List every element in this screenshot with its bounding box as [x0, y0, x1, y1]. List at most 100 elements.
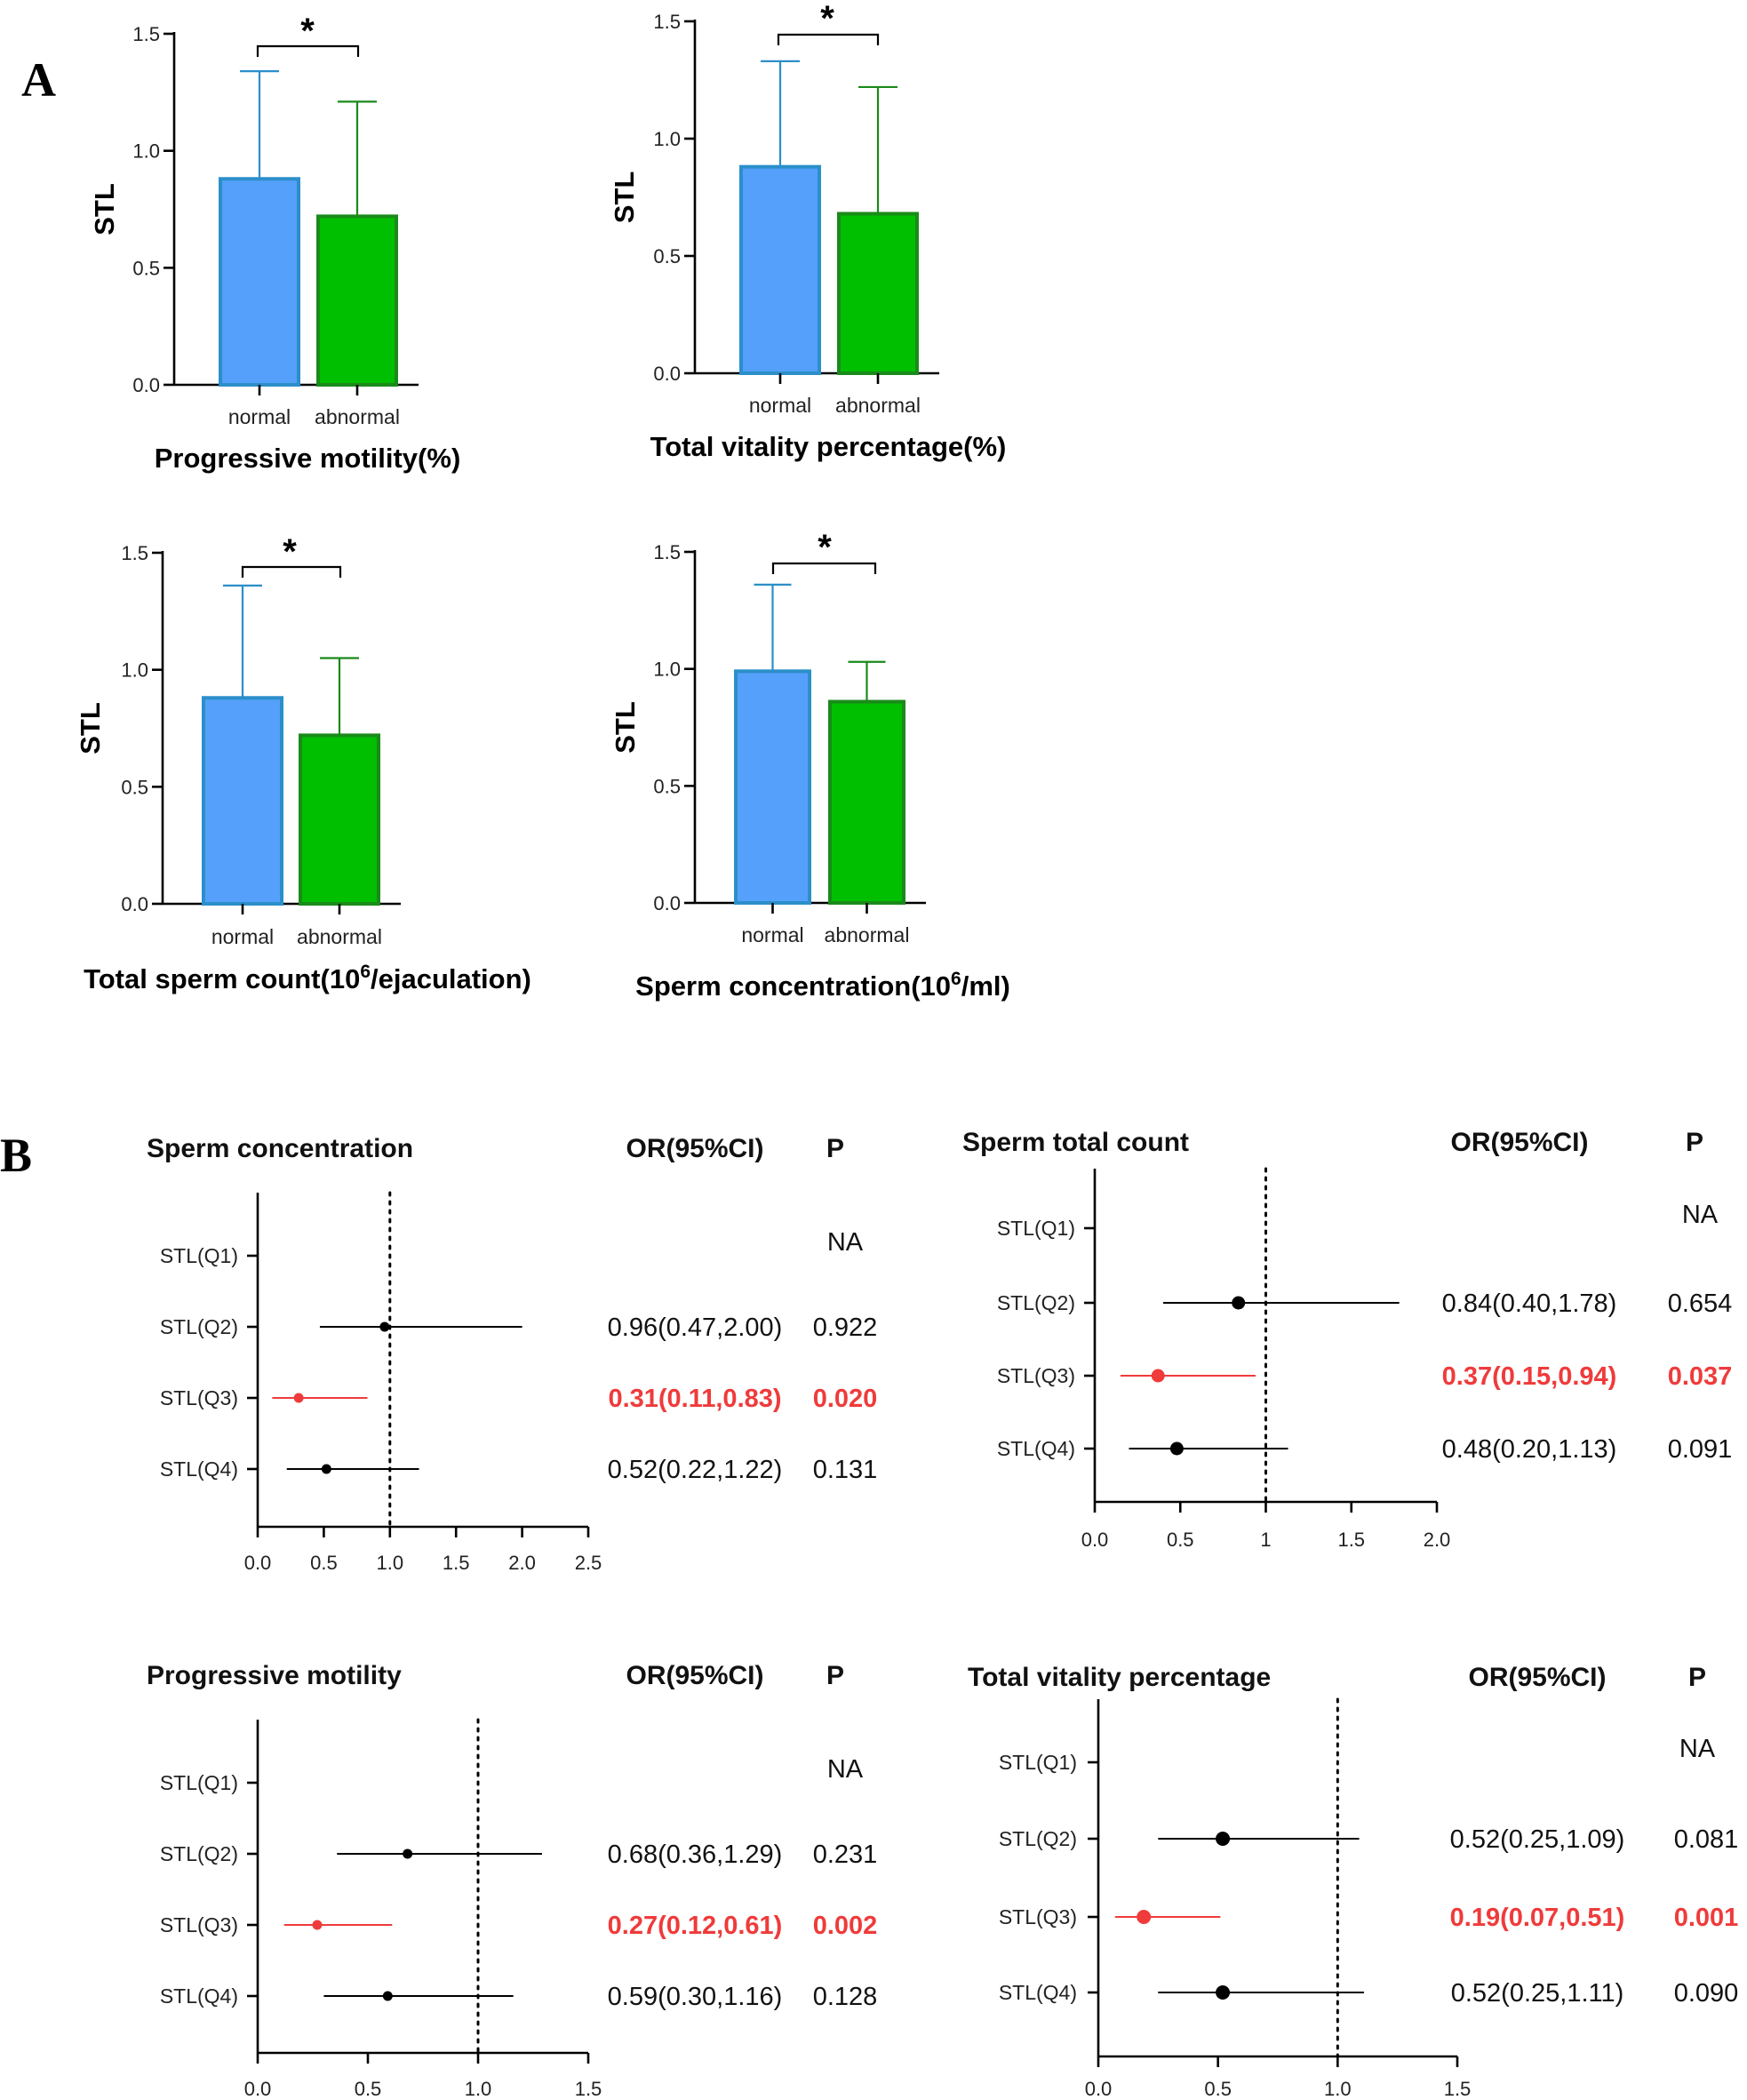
- x-tick-label: 0.5: [1204, 2078, 1232, 2100]
- y-tick-label: 0.0: [132, 374, 160, 396]
- p-value: NA: [827, 1228, 864, 1257]
- or-column-header: OR(95%CI): [1468, 1663, 1606, 1692]
- bar-abnormal: [837, 212, 919, 375]
- y-tick-label: 1.0: [653, 659, 681, 681]
- y-tick-label: 0.5: [653, 775, 681, 797]
- or-point: [321, 1464, 331, 1474]
- x-tick-label: 2.0: [508, 1552, 536, 1574]
- or-column-header: OR(95%CI): [1450, 1128, 1588, 1157]
- bar-abnormal: [299, 733, 380, 906]
- y-tick-label: 1.5: [132, 23, 160, 45]
- y-axis-label: STL: [89, 183, 120, 236]
- or-point: [1169, 1441, 1184, 1456]
- or-value: 0.27(0.12,0.61): [608, 1912, 783, 1940]
- y-axis-label: STL: [75, 702, 106, 755]
- x-tick-label: 1.5: [575, 2078, 602, 2100]
- y-tick-label: 1.5: [653, 541, 681, 563]
- row-label: STL(Q1): [997, 1217, 1075, 1240]
- bar-chart-2: 0.0 0.5 1.0 1.5 normal abnormal * STL Total vita…: [609, 0, 1006, 462]
- chart-title-tail: /ejaculation): [371, 963, 531, 994]
- significance-bracket: [771, 562, 877, 574]
- significance-star: *: [818, 528, 832, 567]
- bar-normal: [739, 164, 821, 375]
- chart-title-tail: /ml): [961, 970, 1010, 1002]
- or-value: 0.52(0.25,1.11): [1451, 1979, 1624, 2008]
- p-value: 0.654: [1668, 1290, 1733, 1318]
- p-value: NA: [827, 1755, 864, 1784]
- x-tick-label: 0.0: [244, 2078, 272, 2100]
- p-column-header: P: [826, 1661, 844, 1690]
- row-label: STL(Q1): [160, 1244, 238, 1267]
- or-value: 0.52(0.25,1.09): [1450, 1825, 1625, 1854]
- p-value: 0.091: [1668, 1435, 1733, 1464]
- or-value: 0.48(0.20,1.13): [1442, 1435, 1617, 1464]
- x-tick-label: 0.5: [1167, 1529, 1194, 1551]
- or-point: [1151, 1369, 1165, 1383]
- forest-title: Total vitality percentage: [968, 1663, 1271, 1692]
- p-column-header: P: [826, 1134, 844, 1163]
- row-label: STL(Q4): [160, 1984, 238, 2008]
- y-tick-label: 1.5: [121, 542, 148, 564]
- bar-chart-4: 0.0 0.5 1.0 1.5 normal abnormal * STL Sperm conc…: [610, 528, 1010, 1002]
- x-tick-label: 2.0: [1424, 1529, 1451, 1551]
- p-value: 0.231: [813, 1840, 878, 1869]
- y-tick-label: 0.0: [653, 363, 681, 385]
- or-value: 0.68(0.36,1.29): [608, 1840, 783, 1869]
- p-value: 0.001: [1674, 1904, 1739, 1932]
- x-tick-label: 0.5: [355, 2078, 382, 2100]
- y-axis-label: STL: [610, 701, 641, 754]
- x-tick-label: 1.5: [1337, 1529, 1365, 1551]
- p-value: 0.020: [813, 1385, 878, 1413]
- p-value: 0.090: [1674, 1979, 1739, 2008]
- row-label: STL(Q3): [997, 1364, 1075, 1387]
- bar-abnormal: [828, 699, 905, 905]
- x-tick-label: 1.0: [465, 2078, 492, 2100]
- x-tick-label: 0.5: [310, 1552, 338, 1574]
- row-label: STL(Q4): [997, 1437, 1075, 1460]
- p-value: NA: [1682, 1201, 1719, 1229]
- p-value: 0.037: [1668, 1362, 1733, 1391]
- or-point: [293, 1393, 304, 1403]
- x-tick-label: 1.5: [443, 1552, 470, 1574]
- y-tick-label: 0.0: [121, 893, 148, 915]
- y-tick-label: 1.0: [653, 128, 681, 150]
- chart-title: Total vitality percentage(%): [650, 431, 1007, 462]
- chart-title: Progressive motility(%): [155, 443, 461, 474]
- bar-normal: [202, 696, 283, 906]
- row-label: STL(Q2): [160, 1842, 238, 1865]
- category-label-normal: normal: [741, 923, 803, 946]
- or-value: 0.96(0.47,2.00): [608, 1313, 783, 1342]
- chart-title-main: Total sperm count(10: [84, 963, 360, 994]
- x-tick-label: 0.0: [1081, 1529, 1109, 1551]
- panel-label-b: B: [0, 1129, 32, 1182]
- p-value: 0.131: [813, 1456, 878, 1484]
- bar-normal: [219, 177, 300, 387]
- y-tick-label: 0.5: [132, 257, 160, 279]
- or-point: [1137, 1910, 1152, 1924]
- significance-bracket: [777, 33, 880, 45]
- row-label: STL(Q2): [997, 1291, 1075, 1314]
- forest-plot-1: 0.0 0.5 1.0 1.5 2.0 2.5 Sperm concentration OR(…: [147, 1134, 877, 1574]
- or-value: 0.37(0.15,0.94): [1442, 1362, 1617, 1391]
- significance-bracket: [256, 44, 360, 57]
- p-value: NA: [1679, 1735, 1716, 1763]
- chart-title-superscript: 6: [951, 969, 961, 989]
- chart-title-main: Progressive motility(%): [155, 443, 461, 474]
- y-tick-label: 1.0: [132, 140, 160, 163]
- forest-plot-4: 0.0 0.5 1.0 1.5 Total vitality percentage OR(…: [968, 1663, 1738, 2100]
- or-value: 0.31(0.11,0.83): [608, 1385, 781, 1413]
- chart-title-superscript: 6: [360, 962, 371, 982]
- category-label-abnormal: abnormal: [297, 925, 382, 948]
- x-tick-label: 2.5: [575, 1552, 602, 1574]
- category-label-abnormal: abnormal: [835, 394, 921, 417]
- y-tick-label: 0.5: [121, 776, 148, 798]
- x-tick-label: 1: [1260, 1529, 1271, 1551]
- row-label: STL(Q2): [999, 1827, 1077, 1850]
- or-point: [1216, 1985, 1231, 2000]
- or-column-header: OR(95%CI): [626, 1134, 763, 1163]
- p-column-header: P: [1688, 1663, 1706, 1692]
- bar-chart-3: 0.0 0.5 1.0 1.5 normal abnormal * STL Total sper…: [75, 532, 531, 994]
- forest-title: Progressive motility: [147, 1661, 402, 1690]
- forest-title: Sperm concentration: [147, 1134, 413, 1163]
